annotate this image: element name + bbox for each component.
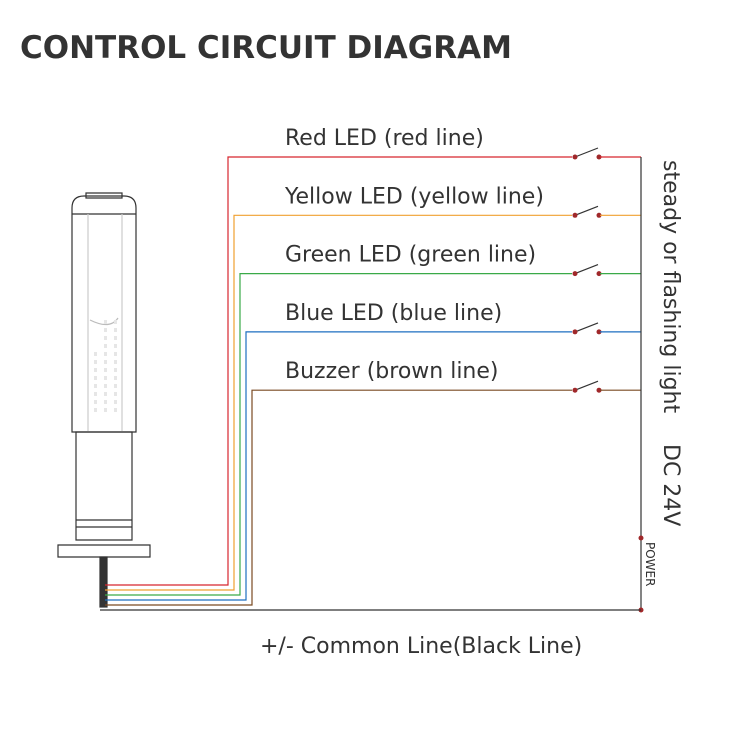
common-line-label: +/- Common Line(Black Line): [260, 634, 582, 659]
switch-contact: [572, 329, 578, 335]
terminal: [638, 535, 644, 541]
led-dot: [114, 328, 117, 332]
led-dot: [114, 344, 117, 348]
led-dot: [114, 376, 117, 380]
switch: [574, 322, 599, 333]
wire: [105, 214, 572, 591]
led-dot: [104, 408, 107, 412]
switch-contact: [572, 271, 578, 277]
switch-contact: [572, 387, 578, 393]
switch-contact: [596, 387, 602, 393]
led-dot: [94, 360, 97, 364]
led-dot: [94, 400, 97, 404]
led-dot: [114, 360, 117, 364]
tower-light: [57, 192, 151, 608]
led-dot: [114, 408, 117, 412]
led-dot: [104, 328, 107, 332]
led-dot: [114, 368, 117, 372]
led-dot: [104, 376, 107, 380]
mode-label: steady or flashing light: [658, 160, 683, 413]
wire: [105, 331, 572, 601]
wire-label: Buzzer (brown line): [285, 359, 499, 384]
wire: [105, 389, 572, 606]
switch: [574, 380, 599, 391]
led-dot: [94, 352, 97, 356]
switch-contact: [572, 154, 578, 160]
led-dot: [94, 368, 97, 372]
led-dot: [104, 400, 107, 404]
led-dot: [94, 376, 97, 380]
title: CONTROL CIRCUIT DIAGRAM: [20, 30, 512, 66]
led-dot: [104, 352, 107, 356]
led-dot: [104, 320, 107, 324]
wire: [105, 273, 572, 596]
power-label: POWER: [643, 542, 657, 586]
led-dots: [94, 320, 117, 412]
switch: [574, 147, 599, 158]
wire-label: Blue LED (blue line): [285, 301, 502, 326]
led-dot: [104, 344, 107, 348]
switch-contact: [596, 154, 602, 160]
switch-contact: [572, 212, 578, 218]
wire-label: Green LED (green line): [285, 243, 536, 268]
led-dot: [104, 392, 107, 396]
wire: [105, 156, 572, 586]
led-dot: [114, 352, 117, 356]
led-dot: [114, 392, 117, 396]
led-dot: [104, 336, 107, 340]
led-dot: [114, 336, 117, 340]
led-dot: [94, 408, 97, 412]
led-dot: [114, 384, 117, 388]
voltage-label: DC 24V: [658, 444, 683, 526]
switch-contact: [596, 212, 602, 218]
led-dot: [104, 384, 107, 388]
led-dot: [114, 400, 117, 404]
led-dot: [94, 392, 97, 396]
wire-label: Red LED (red line): [285, 126, 484, 151]
wire-label: Yellow LED (yellow line): [284, 184, 544, 209]
led-dot: [104, 368, 107, 372]
wires: Red LED (red line) Yellow LED (yellow lin…: [105, 126, 641, 606]
switch-contact: [596, 271, 602, 277]
led-dot: [104, 360, 107, 364]
switch: [574, 264, 599, 275]
led-dot: [94, 384, 97, 388]
switch: [574, 205, 599, 216]
led-dot: [114, 320, 117, 324]
switch-contact: [596, 329, 602, 335]
